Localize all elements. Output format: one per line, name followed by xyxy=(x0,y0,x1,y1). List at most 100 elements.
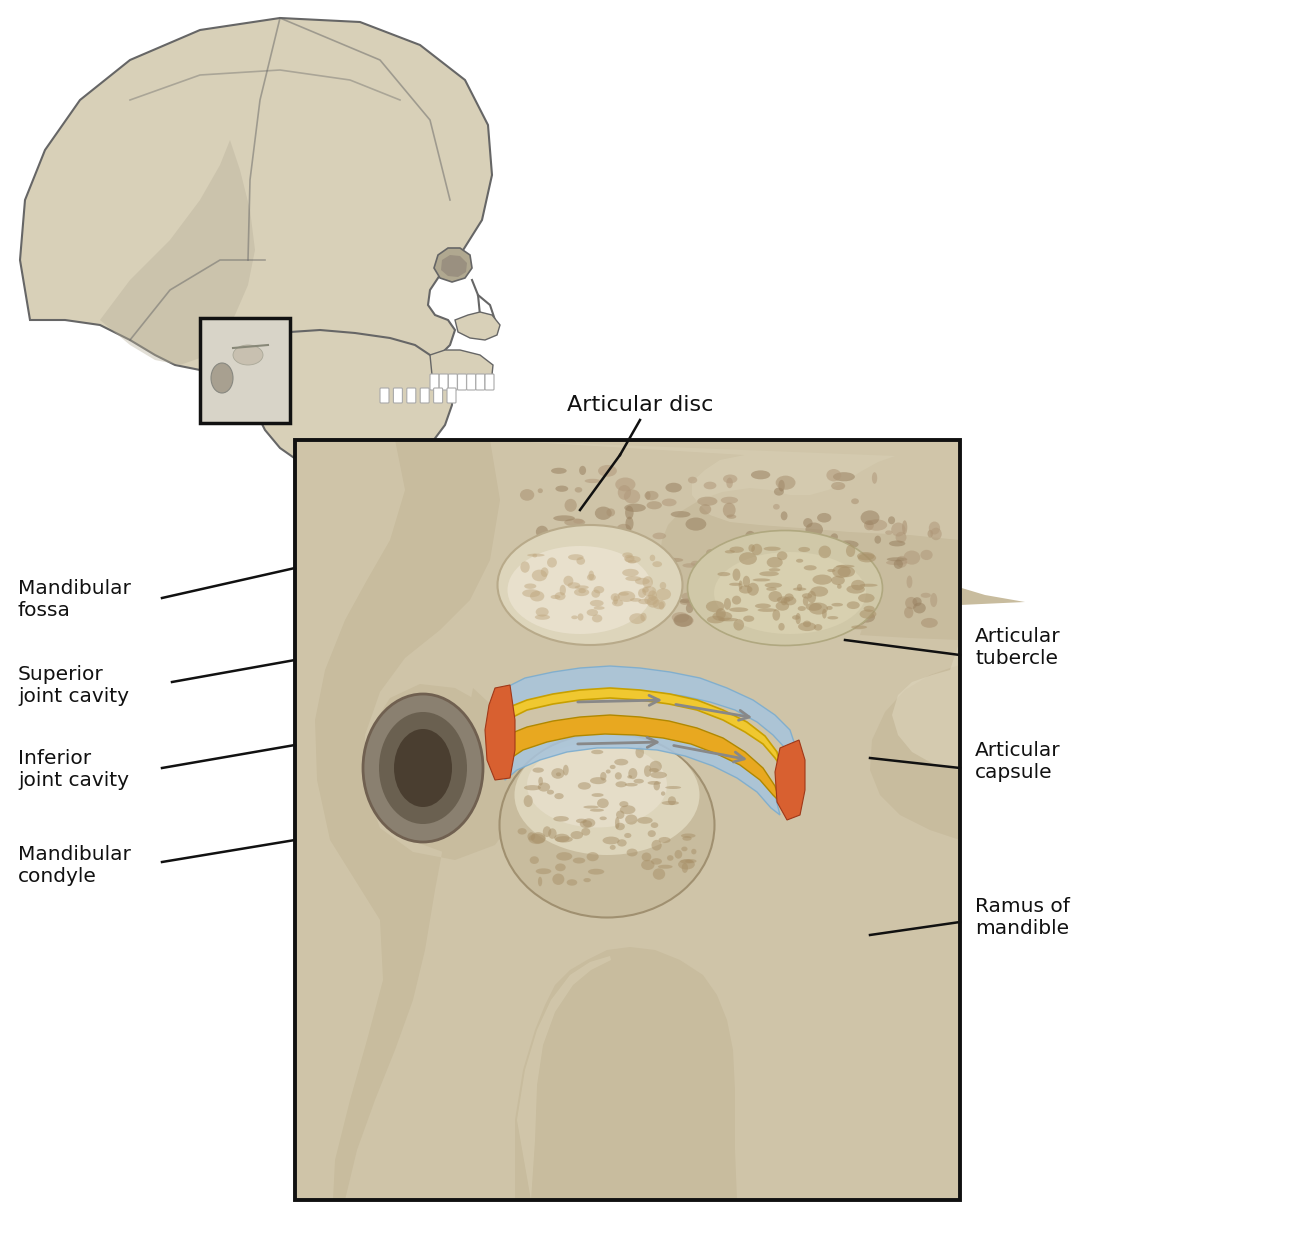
Ellipse shape xyxy=(784,596,797,605)
Ellipse shape xyxy=(541,562,549,567)
Ellipse shape xyxy=(624,490,641,503)
Polygon shape xyxy=(500,688,780,765)
Ellipse shape xyxy=(580,556,596,564)
Polygon shape xyxy=(456,312,500,340)
Ellipse shape xyxy=(796,613,801,624)
Ellipse shape xyxy=(530,590,545,601)
FancyBboxPatch shape xyxy=(475,374,484,391)
Ellipse shape xyxy=(625,506,634,520)
Ellipse shape xyxy=(583,806,599,808)
Ellipse shape xyxy=(561,572,567,579)
FancyBboxPatch shape xyxy=(448,374,457,391)
Ellipse shape xyxy=(777,548,790,559)
Ellipse shape xyxy=(616,477,635,491)
Ellipse shape xyxy=(734,619,744,631)
Ellipse shape xyxy=(642,587,656,596)
Ellipse shape xyxy=(527,743,667,827)
Ellipse shape xyxy=(831,533,838,541)
Ellipse shape xyxy=(548,828,557,838)
Ellipse shape xyxy=(555,836,572,842)
Ellipse shape xyxy=(578,614,583,621)
FancyArrowPatch shape xyxy=(315,388,474,562)
Ellipse shape xyxy=(575,588,591,598)
Ellipse shape xyxy=(624,503,646,512)
Ellipse shape xyxy=(565,518,586,526)
Ellipse shape xyxy=(832,565,851,578)
Ellipse shape xyxy=(779,563,784,567)
Ellipse shape xyxy=(607,508,614,517)
Text: Mandibular
condyle: Mandibular condyle xyxy=(18,844,131,885)
Polygon shape xyxy=(517,956,611,1200)
Ellipse shape xyxy=(776,476,796,490)
Ellipse shape xyxy=(850,604,860,613)
Ellipse shape xyxy=(726,477,733,489)
Ellipse shape xyxy=(603,837,620,844)
Ellipse shape xyxy=(635,746,643,758)
Ellipse shape xyxy=(851,580,865,590)
Ellipse shape xyxy=(379,712,467,825)
FancyBboxPatch shape xyxy=(407,388,416,403)
Ellipse shape xyxy=(613,577,622,584)
Ellipse shape xyxy=(567,583,580,589)
Ellipse shape xyxy=(553,516,575,521)
Ellipse shape xyxy=(886,560,907,565)
Ellipse shape xyxy=(611,593,620,601)
Ellipse shape xyxy=(600,773,607,780)
Ellipse shape xyxy=(645,491,659,500)
Ellipse shape xyxy=(646,547,656,559)
Ellipse shape xyxy=(591,794,604,797)
Ellipse shape xyxy=(579,542,596,556)
Ellipse shape xyxy=(628,775,632,779)
Ellipse shape xyxy=(667,558,683,562)
Ellipse shape xyxy=(734,563,751,572)
Ellipse shape xyxy=(885,531,893,534)
Ellipse shape xyxy=(741,574,763,585)
Ellipse shape xyxy=(739,552,756,565)
Ellipse shape xyxy=(658,864,672,869)
Polygon shape xyxy=(515,947,737,1200)
Ellipse shape xyxy=(680,599,691,605)
FancyBboxPatch shape xyxy=(484,374,494,391)
Ellipse shape xyxy=(520,489,534,501)
Polygon shape xyxy=(860,560,1025,839)
Ellipse shape xyxy=(524,584,536,589)
Ellipse shape xyxy=(851,625,867,629)
Ellipse shape xyxy=(536,526,549,538)
Text: Mandibular
fossa: Mandibular fossa xyxy=(18,579,131,620)
Ellipse shape xyxy=(710,596,720,605)
Ellipse shape xyxy=(515,735,700,856)
Ellipse shape xyxy=(588,570,593,580)
Ellipse shape xyxy=(548,558,557,568)
Ellipse shape xyxy=(717,572,730,577)
Ellipse shape xyxy=(792,615,800,620)
Ellipse shape xyxy=(524,618,544,624)
Ellipse shape xyxy=(683,563,699,568)
Ellipse shape xyxy=(857,594,874,603)
Ellipse shape xyxy=(851,618,865,625)
FancyBboxPatch shape xyxy=(394,388,402,403)
Ellipse shape xyxy=(651,839,662,851)
Ellipse shape xyxy=(646,501,662,510)
Polygon shape xyxy=(490,440,960,640)
Ellipse shape xyxy=(751,544,763,556)
Ellipse shape xyxy=(659,837,671,843)
Ellipse shape xyxy=(706,549,716,556)
Ellipse shape xyxy=(874,536,881,543)
Ellipse shape xyxy=(857,553,876,563)
Ellipse shape xyxy=(578,589,586,593)
Ellipse shape xyxy=(773,487,784,496)
Ellipse shape xyxy=(563,575,574,587)
Ellipse shape xyxy=(625,517,634,531)
Ellipse shape xyxy=(635,578,650,585)
Ellipse shape xyxy=(653,577,668,590)
Ellipse shape xyxy=(706,616,725,624)
Ellipse shape xyxy=(609,765,616,769)
Ellipse shape xyxy=(905,606,914,619)
Polygon shape xyxy=(495,440,960,539)
Ellipse shape xyxy=(622,567,642,578)
Ellipse shape xyxy=(642,577,653,588)
Ellipse shape xyxy=(601,610,617,622)
Ellipse shape xyxy=(604,614,622,619)
Ellipse shape xyxy=(597,465,617,476)
Ellipse shape xyxy=(836,541,859,548)
